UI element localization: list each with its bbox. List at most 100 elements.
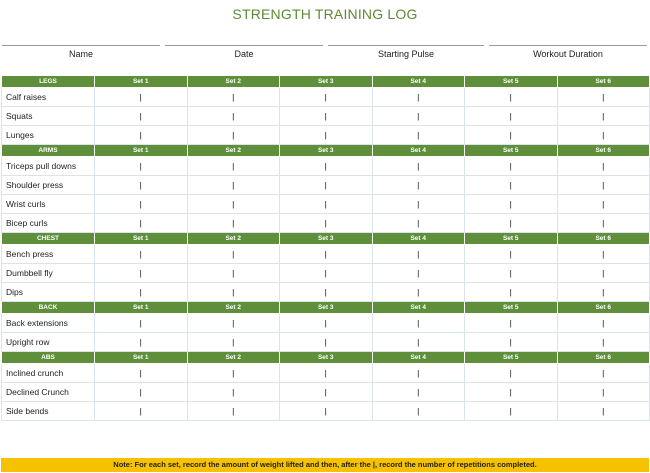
set-entry-cell[interactable]: | [94,332,188,352]
set-entry-cell[interactable]: | [371,363,465,383]
set-entry-cell[interactable]: | [186,282,280,302]
set-entry-cell[interactable]: | [94,263,188,283]
set-entry-cell[interactable]: | [186,382,280,402]
set-entry-cell[interactable]: | [94,401,188,421]
set-entry-cell[interactable]: | [186,332,280,352]
set-entry-cell[interactable]: | [186,87,280,107]
set-entry-cell[interactable]: | [186,156,280,176]
exercise-name: Calf raises [1,87,95,107]
date-underline[interactable] [165,45,323,46]
set-entry-cell[interactable]: | [94,363,188,383]
set-entry-cell[interactable]: | [279,363,373,383]
set-entry-cell[interactable]: | [371,282,465,302]
set-entry-cell[interactable]: | [279,282,373,302]
section-header-legs: LEGS Set 1 Set 2 Set 3 Set 4 Set 5 Set 6 [1,75,650,88]
set-header: Set 3 [279,232,373,245]
set-entry-cell[interactable]: | [94,313,188,333]
set-entry-cell[interactable]: | [371,106,465,126]
set-entry-cell[interactable]: | [279,244,373,264]
set-entry-cell[interactable]: | [279,263,373,283]
set-entry-cell[interactable]: | [556,106,650,126]
set-entry-cell[interactable]: | [279,125,373,145]
set-entry-cell[interactable]: | [464,363,558,383]
set-entry-cell[interactable]: | [371,401,465,421]
set-entry-cell[interactable]: | [371,263,465,283]
set-entry-cell[interactable]: | [186,194,280,214]
set-entry-cell[interactable]: | [186,401,280,421]
set-entry-cell[interactable]: | [371,332,465,352]
set-entry-cell[interactable]: | [279,401,373,421]
set-entry-cell[interactable]: | [94,106,188,126]
set-entry-cell[interactable]: | [186,263,280,283]
set-entry-cell[interactable]: | [94,87,188,107]
set-entry-cell[interactable]: | [556,263,650,283]
set-entry-cell[interactable]: | [186,175,280,195]
set-entry-cell[interactable]: | [186,125,280,145]
set-entry-cell[interactable]: | [186,363,280,383]
set-entry-cell[interactable]: | [556,87,650,107]
set-entry-cell[interactable]: | [556,313,650,333]
set-entry-cell[interactable]: | [279,194,373,214]
set-entry-cell[interactable]: | [464,244,558,264]
set-entry-cell[interactable]: | [94,156,188,176]
set-header: Set 2 [186,301,280,314]
set-entry-cell[interactable]: | [279,313,373,333]
set-entry-cell[interactable]: | [464,313,558,333]
set-entry-cell[interactable]: | [371,175,465,195]
set-entry-cell[interactable]: | [371,125,465,145]
name-underline[interactable] [2,45,160,46]
set-entry-cell[interactable]: | [279,382,373,402]
set-entry-cell[interactable]: | [279,175,373,195]
set-entry-cell[interactable]: | [279,332,373,352]
set-entry-cell[interactable]: | [94,244,188,264]
set-entry-cell[interactable]: | [556,382,650,402]
set-entry-cell[interactable]: | [464,401,558,421]
set-entry-cell[interactable]: | [556,401,650,421]
set-entry-cell[interactable]: | [556,282,650,302]
set-entry-cell[interactable]: | [371,213,465,233]
set-entry-cell[interactable]: | [464,125,558,145]
set-entry-cell[interactable]: | [556,363,650,383]
set-entry-cell[interactable]: | [371,194,465,214]
set-entry-cell[interactable]: | [371,244,465,264]
set-entry-cell[interactable]: | [556,156,650,176]
set-entry-cell[interactable]: | [94,125,188,145]
set-entry-cell[interactable]: | [464,213,558,233]
set-entry-cell[interactable]: | [556,213,650,233]
exercise-name: Side bends [1,401,95,421]
set-entry-cell[interactable]: | [556,194,650,214]
set-entry-cell[interactable]: | [94,194,188,214]
set-entry-cell[interactable]: | [94,382,188,402]
set-entry-cell[interactable]: | [371,87,465,107]
set-entry-cell[interactable]: | [464,282,558,302]
set-entry-cell[interactable]: | [186,244,280,264]
set-entry-cell[interactable]: | [371,313,465,333]
set-entry-cell[interactable]: | [464,106,558,126]
set-entry-cell[interactable]: | [279,213,373,233]
starting-pulse-underline[interactable] [328,45,484,46]
set-entry-cell[interactable]: | [464,156,558,176]
exercise-name: Back extensions [1,313,95,333]
set-entry-cell[interactable]: | [371,156,465,176]
set-entry-cell[interactable]: | [279,87,373,107]
set-entry-cell[interactable]: | [186,313,280,333]
set-entry-cell[interactable]: | [186,106,280,126]
set-entry-cell[interactable]: | [464,263,558,283]
workout-duration-underline[interactable] [489,45,647,46]
set-entry-cell[interactable]: | [556,125,650,145]
set-entry-cell[interactable]: | [464,194,558,214]
set-entry-cell[interactable]: | [556,332,650,352]
set-entry-cell[interactable]: | [186,213,280,233]
set-entry-cell[interactable]: | [94,282,188,302]
set-entry-cell[interactable]: | [464,332,558,352]
set-entry-cell[interactable]: | [279,106,373,126]
set-entry-cell[interactable]: | [94,213,188,233]
set-entry-cell[interactable]: | [94,175,188,195]
set-entry-cell[interactable]: | [371,382,465,402]
set-entry-cell[interactable]: | [556,175,650,195]
set-entry-cell[interactable]: | [279,156,373,176]
set-entry-cell[interactable]: | [464,382,558,402]
set-entry-cell[interactable]: | [464,87,558,107]
set-entry-cell[interactable]: | [464,175,558,195]
set-entry-cell[interactable]: | [556,244,650,264]
